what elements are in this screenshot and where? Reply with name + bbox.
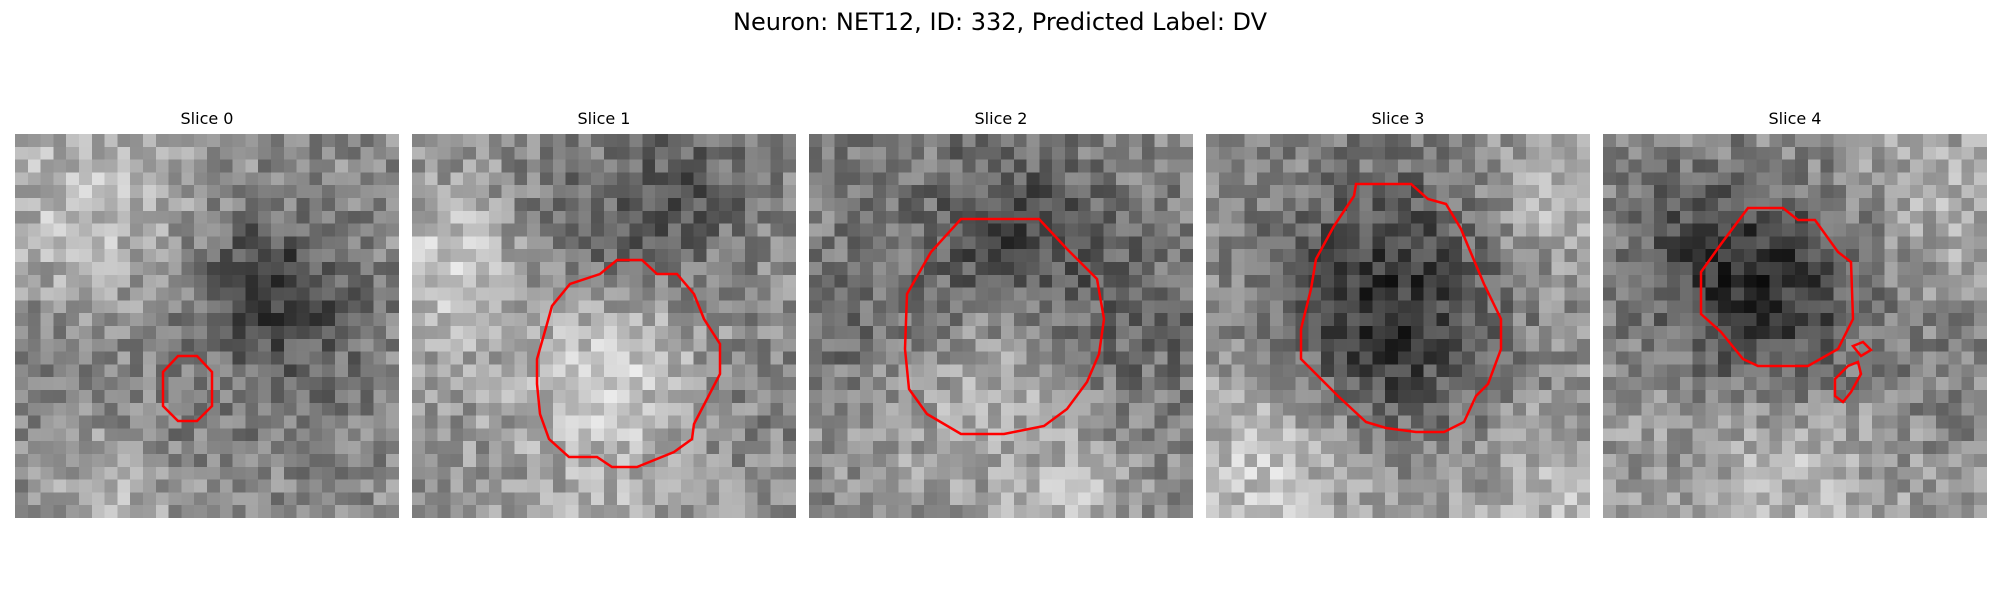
slice-panel-4: Slice 4: [1603, 108, 1987, 518]
microscopy-patch: [1206, 134, 1590, 518]
slice-image: [1206, 134, 1590, 518]
slice-title: Slice 1: [577, 109, 631, 128]
slice-title: Slice 0: [180, 109, 234, 128]
slice-title: Slice 4: [1768, 109, 1822, 128]
roi-overlay: [1699, 206, 1874, 404]
roi-contour: [1299, 182, 1503, 434]
slice-panel-1: Slice 1: [412, 108, 796, 518]
roi-contour-secondary: [1833, 360, 1863, 404]
roi-contour: [903, 217, 1106, 436]
roi-contour: [535, 258, 722, 469]
microscopy-patch: [809, 134, 1193, 518]
roi-overlay: [535, 258, 722, 469]
roi-contour: [161, 354, 214, 423]
slice-image: [15, 134, 399, 518]
roi-overlay: [161, 354, 214, 423]
slice-image: [412, 134, 796, 518]
microscopy-patch: [1603, 134, 1987, 518]
figure-title: Neuron: NET12, ID: 332, Predicted Label:…: [732, 8, 1268, 36]
slice-panel-3: Slice 3: [1206, 108, 1590, 518]
roi-contour-secondary: [1850, 340, 1874, 358]
slice-image: [809, 134, 1193, 518]
microscopy-patch: [412, 134, 796, 518]
slice-panel-2: Slice 2: [809, 108, 1193, 518]
microscopy-patch: [15, 134, 399, 518]
roi-overlay: [1299, 182, 1503, 434]
roi-contour: [1699, 206, 1855, 368]
slice-image: [1603, 134, 1987, 518]
roi-overlay: [903, 217, 1106, 436]
slice-panel-0: Slice 0: [15, 108, 399, 518]
slice-title: Slice 2: [974, 109, 1028, 128]
slice-title: Slice 3: [1371, 109, 1425, 128]
